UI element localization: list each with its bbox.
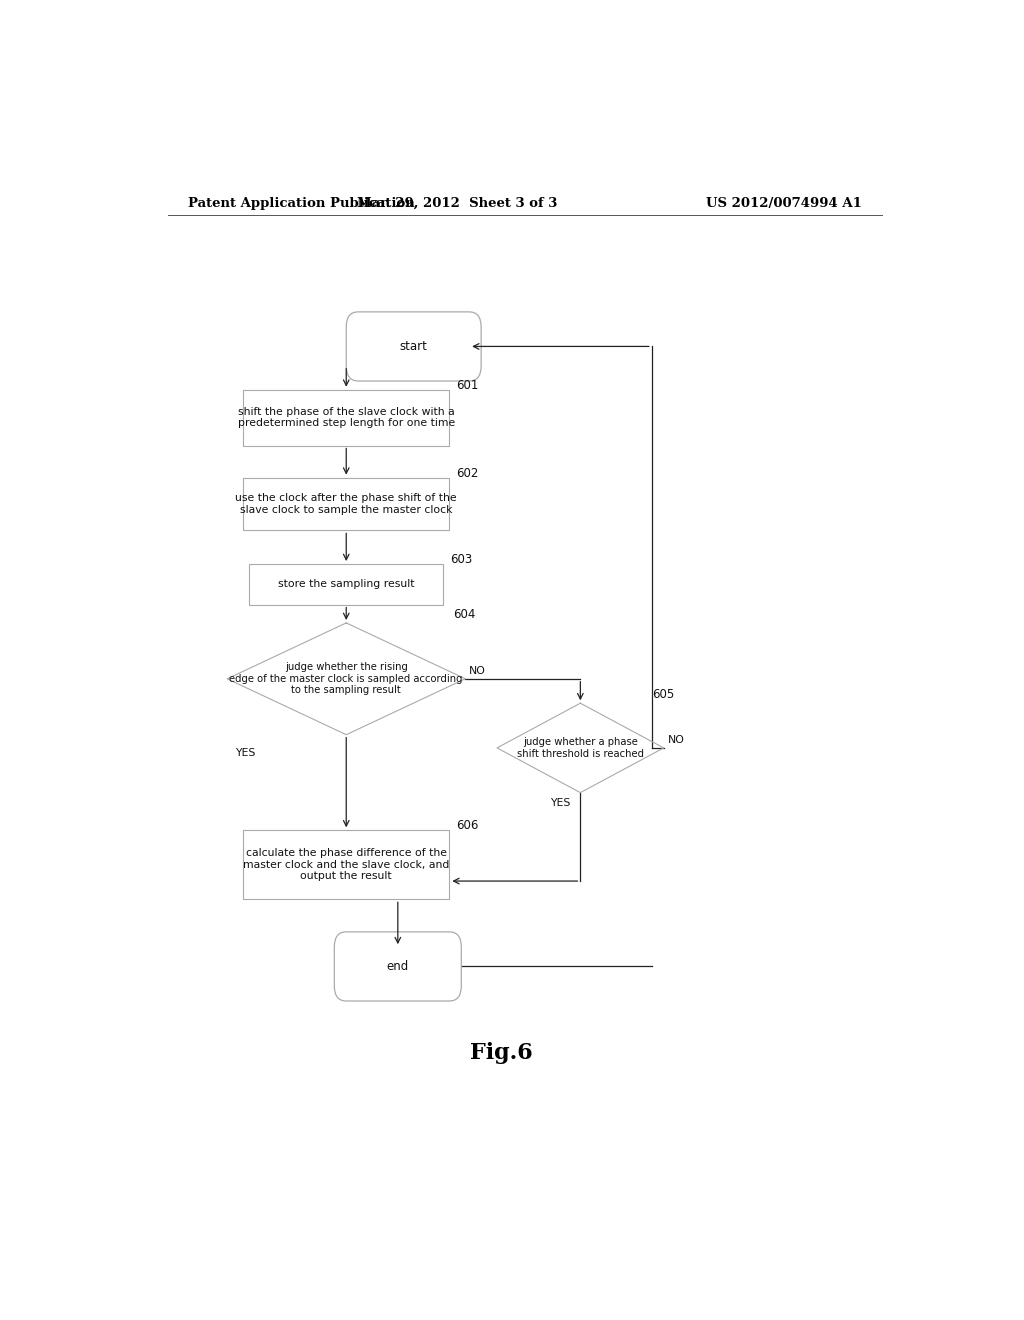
- Text: end: end: [387, 960, 409, 973]
- Text: 605: 605: [651, 688, 674, 701]
- Text: NO: NO: [668, 735, 684, 744]
- Text: 601: 601: [456, 379, 478, 392]
- Bar: [249, 564, 443, 605]
- Text: YES: YES: [550, 797, 570, 808]
- Text: US 2012/0074994 A1: US 2012/0074994 A1: [707, 197, 862, 210]
- Text: NO: NO: [469, 665, 486, 676]
- Text: store the sampling result: store the sampling result: [278, 579, 415, 589]
- Bar: [243, 830, 450, 899]
- Text: start: start: [399, 341, 428, 352]
- Text: judge whether a phase
shift threshold is reached: judge whether a phase shift threshold is…: [517, 737, 644, 759]
- Text: use the clock after the phase shift of the
slave clock to sample the master cloc: use the clock after the phase shift of t…: [236, 494, 457, 515]
- Text: Mar. 29, 2012  Sheet 3 of 3: Mar. 29, 2012 Sheet 3 of 3: [357, 197, 557, 210]
- Text: calculate the phase difference of the
master clock and the slave clock, and
outp: calculate the phase difference of the ma…: [243, 849, 450, 882]
- Polygon shape: [497, 704, 664, 792]
- Text: 603: 603: [450, 553, 472, 566]
- FancyBboxPatch shape: [346, 312, 481, 381]
- FancyBboxPatch shape: [334, 932, 462, 1001]
- Text: Patent Application Publication: Patent Application Publication: [187, 197, 415, 210]
- Text: 602: 602: [456, 466, 478, 479]
- Polygon shape: [227, 623, 465, 735]
- Bar: [243, 478, 450, 531]
- Text: Fig.6: Fig.6: [470, 1041, 532, 1064]
- Text: YES: YES: [236, 748, 256, 758]
- Text: shift the phase of the slave clock with a
predetermined step length for one time: shift the phase of the slave clock with …: [238, 407, 455, 429]
- Text: 606: 606: [456, 820, 478, 833]
- Text: judge whether the rising
edge of the master clock is sampled according
to the sa: judge whether the rising edge of the mas…: [229, 663, 463, 696]
- Text: 604: 604: [454, 609, 476, 620]
- Bar: [243, 389, 450, 446]
